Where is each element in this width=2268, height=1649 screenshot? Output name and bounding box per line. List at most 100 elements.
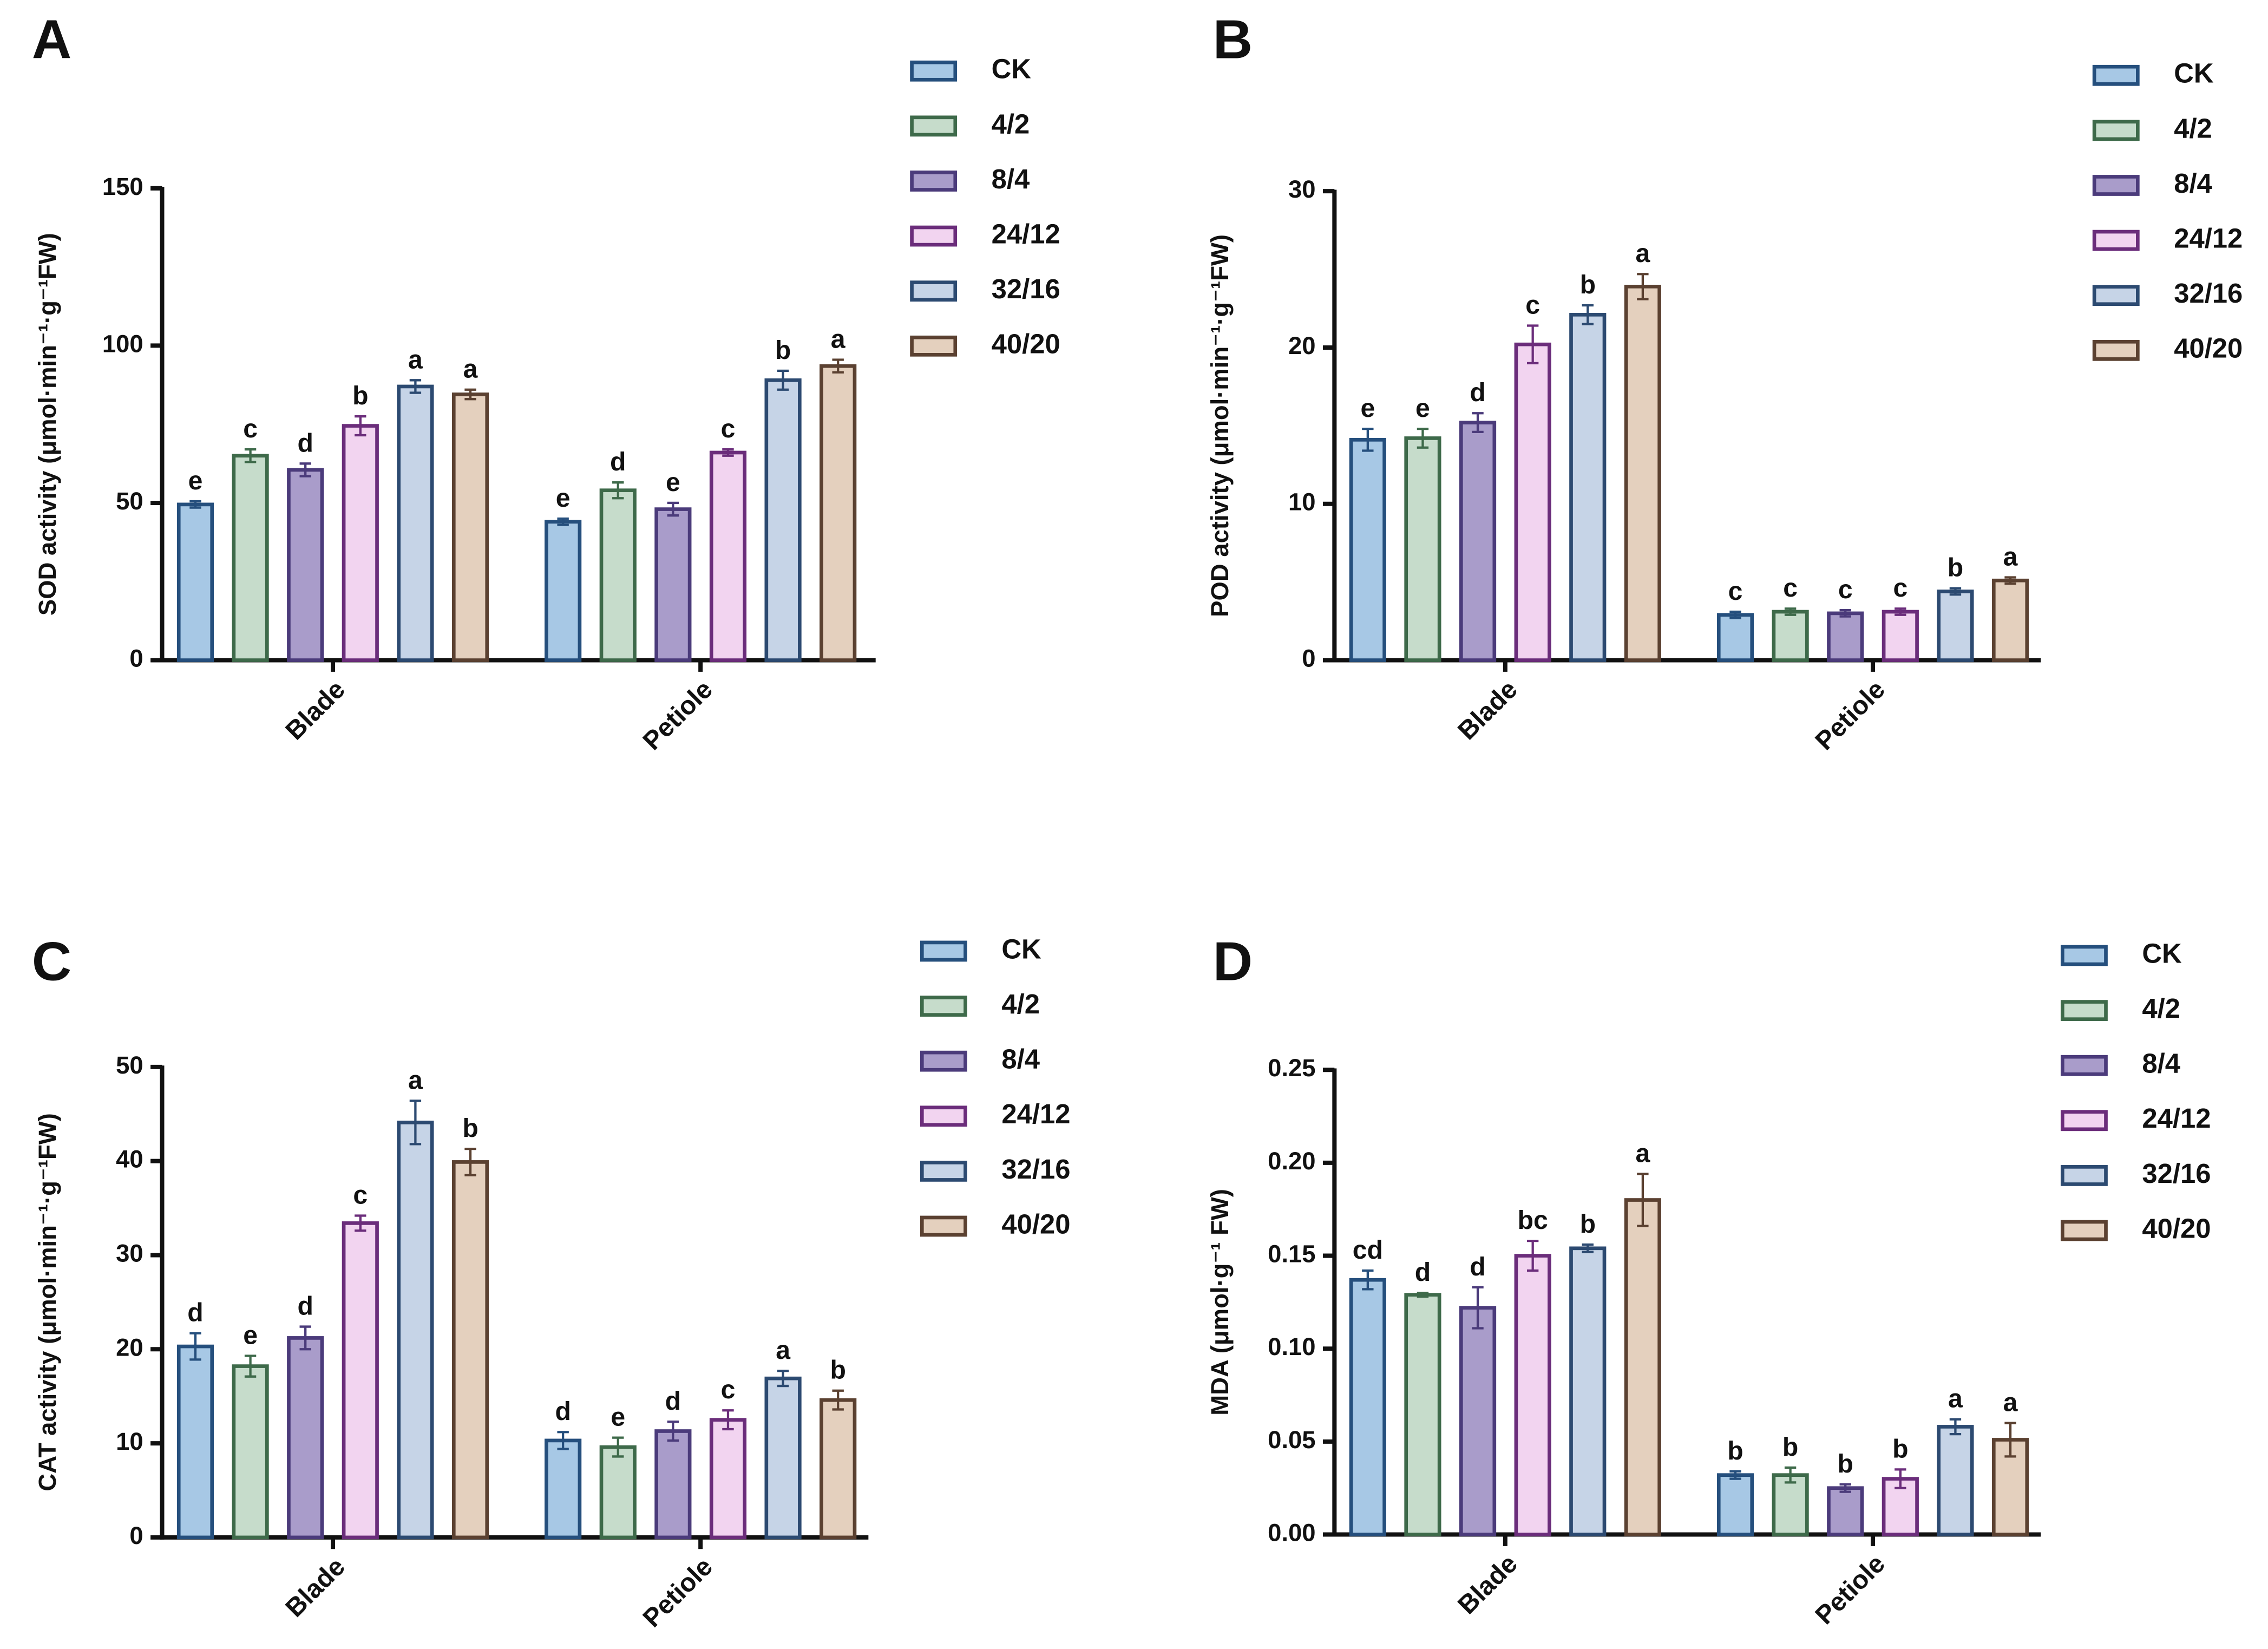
bar [287, 468, 324, 662]
significance-letter: d [610, 447, 626, 476]
significance-letter: c [243, 414, 258, 443]
significance-letter: b [352, 381, 368, 410]
error-bar [244, 448, 257, 463]
legend-swatch [920, 1161, 967, 1182]
y-axis-label: CAT activity (μmol·min⁻¹·g⁻¹FW) [34, 1113, 61, 1491]
legend-label: CK [992, 54, 1032, 84]
significance-letter: a [408, 1065, 423, 1095]
error-bar [1526, 324, 1539, 364]
legend-label: 32/16 [2142, 1158, 2211, 1189]
bar [545, 1438, 582, 1540]
x-tick-label: Petiole [1810, 675, 1891, 756]
y-tick-label: 10 [116, 1428, 143, 1455]
legend-swatch [2060, 1110, 2108, 1131]
legend-swatch [2092, 285, 2140, 306]
bar [654, 507, 692, 662]
error-bar [1582, 304, 1594, 325]
legend-label: 8/4 [2142, 1048, 2180, 1079]
error-bar [1362, 1269, 1374, 1291]
significance-letter: b [1580, 1209, 1596, 1239]
y-tick-label: 40 [116, 1146, 143, 1173]
significance-letter: cd [1353, 1235, 1383, 1265]
significance-letter: c [721, 414, 736, 443]
bar [709, 1418, 747, 1540]
bar [232, 454, 269, 662]
x-tick-label: Blade [280, 1552, 351, 1623]
significance-letter: b [1782, 1432, 1798, 1462]
bar [1937, 1425, 1974, 1536]
bar [820, 1398, 857, 1540]
bar [1624, 1198, 1661, 1536]
bar [1514, 1254, 1551, 1536]
bar [232, 1364, 269, 1540]
significance-letter: e [243, 1320, 258, 1350]
significance-letter: d [187, 1298, 203, 1327]
significance-letter: b [1948, 553, 1963, 583]
bar [176, 1344, 214, 1540]
error-bar [1784, 607, 1797, 616]
error-bar [1895, 607, 1906, 616]
x-tick-label: Blade [280, 675, 351, 745]
error-bar [1729, 1470, 1741, 1480]
significance-letter: a [1635, 239, 1650, 268]
significance-letter: c [1525, 290, 1540, 319]
bar [1349, 1278, 1386, 1536]
legend-label: 32/16 [992, 273, 1060, 304]
significance-letter: a [2003, 542, 2018, 571]
significance-letter: a [2003, 1388, 2018, 1417]
significance-letter: b [775, 336, 791, 365]
legend-swatch [2060, 1055, 2108, 1076]
y-tick-label: 0.05 [1268, 1426, 1315, 1454]
legend-swatch [920, 1050, 967, 1072]
bar [1716, 1473, 1754, 1536]
legend-label: 8/4 [1001, 1044, 1040, 1075]
significance-letter: c [353, 1180, 368, 1209]
y-tick-label: 150 [102, 173, 143, 200]
error-bar [1362, 427, 1374, 452]
y-tick-label: 0.25 [1268, 1054, 1315, 1082]
error-bar [667, 501, 679, 517]
legend-swatch [2060, 945, 2108, 966]
error-bar [1839, 1483, 1851, 1493]
y-tick-label: 0 [1302, 645, 1315, 672]
legend-swatch [910, 225, 958, 247]
bar [287, 1336, 324, 1540]
significance-letter: a [1635, 1138, 1650, 1168]
significance-letter: b [1892, 1434, 1908, 1463]
bar [599, 1445, 637, 1540]
legend-label: 40/20 [2142, 1213, 2211, 1244]
error-bar [2004, 576, 2016, 585]
significance-letter: d [1415, 1258, 1431, 1287]
y-axis-label: SOD activity (μmol·min⁻¹·g⁻¹FW) [34, 233, 61, 616]
error-bar [832, 1389, 844, 1411]
significance-letter: bc [1518, 1206, 1548, 1235]
significance-letter: c [1728, 577, 1743, 606]
significance-letter: e [1360, 394, 1375, 423]
legend-swatch [2092, 175, 2140, 196]
bar [709, 450, 747, 662]
legend-label: 8/4 [2174, 168, 2212, 199]
y-axis-label: MDA (μmol·g⁻¹ FW) [1206, 1189, 1234, 1416]
legend-label: 4/2 [992, 108, 1030, 139]
significance-letter: b [830, 1356, 845, 1385]
bar [1459, 1306, 1497, 1536]
x-tick-label: Blade [1452, 1549, 1523, 1620]
bar [1991, 578, 2029, 662]
significance-letter: d [297, 1292, 313, 1321]
significance-letter: a [463, 355, 478, 384]
bar [1404, 436, 1441, 662]
legend-swatch [920, 1105, 967, 1127]
bar [599, 488, 637, 662]
error-bar [777, 1370, 789, 1388]
error-bar [244, 1354, 257, 1378]
bar [545, 520, 582, 662]
error-bar [1417, 1292, 1429, 1298]
legend-label: 40/20 [1001, 1208, 1070, 1239]
legend-label: 8/4 [992, 163, 1030, 194]
legend-label: 24/12 [2174, 223, 2243, 254]
y-tick-label: 20 [116, 1333, 143, 1361]
legend-swatch [910, 115, 958, 137]
legend-swatch [2092, 339, 2140, 361]
y-tick-label: 20 [1288, 332, 1316, 359]
